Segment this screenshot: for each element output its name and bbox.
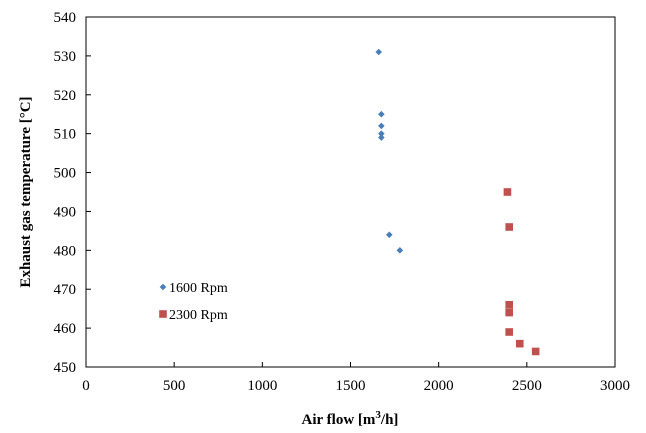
y-tick-label: 510 <box>54 127 77 143</box>
y-tick-label: 450 <box>54 360 77 376</box>
data-point <box>375 48 383 56</box>
x-tick-label: 0 <box>82 378 90 394</box>
y-tick-label: 490 <box>54 204 77 220</box>
y-tick-label: 460 <box>54 321 77 337</box>
legend-marker <box>159 283 167 291</box>
data-point <box>505 328 513 336</box>
data-point <box>385 231 393 239</box>
legend: 1600 Rpm 2300 Rpm <box>159 281 228 323</box>
legend-marker <box>159 310 167 318</box>
x-axis-title-end: /h] <box>380 412 399 428</box>
y-tick-label: 480 <box>54 243 77 259</box>
data-point <box>505 300 513 309</box>
data-point <box>531 347 540 356</box>
x-tick-label: 500 <box>163 378 186 394</box>
x-axis-title-main: Air flow [m <box>302 412 376 428</box>
data-point <box>378 122 385 130</box>
data-point <box>505 308 513 317</box>
data-points <box>375 48 540 356</box>
x-tick-label: 2000 <box>424 378 454 394</box>
data-point <box>378 130 385 137</box>
x-tick-label: 1000 <box>247 378 277 394</box>
legend-label: 2300 Rpm <box>169 308 228 323</box>
data-point <box>378 110 385 118</box>
x-tick-label: 1500 <box>336 378 366 394</box>
x-tick-label: 2500 <box>512 378 542 394</box>
legend-label: 1600 Rpm <box>169 281 228 296</box>
y-tick-label: 500 <box>54 166 77 182</box>
data-point <box>503 188 512 196</box>
x-axis-title-sup: 3 <box>375 409 381 421</box>
x-axis-title: Air flow [m3/h] <box>302 409 399 428</box>
data-point <box>396 247 404 254</box>
x-axis: 0 500 1000 1500 2000 2500 3000 <box>82 362 630 394</box>
y-axis: 450 460 470 480 490 500 510 520 530 540 <box>54 10 91 376</box>
y-tick-label: 530 <box>54 49 77 65</box>
y-tick-label: 520 <box>54 88 77 104</box>
data-point <box>515 339 524 348</box>
x-tick-label: 3000 <box>600 378 630 394</box>
y-tick-label: 540 <box>54 10 77 26</box>
y-tick-label: 470 <box>54 282 77 298</box>
y-axis-title: Exhaust gas temperature [°C] <box>18 96 34 287</box>
data-point <box>378 134 385 141</box>
data-point <box>505 223 513 231</box>
